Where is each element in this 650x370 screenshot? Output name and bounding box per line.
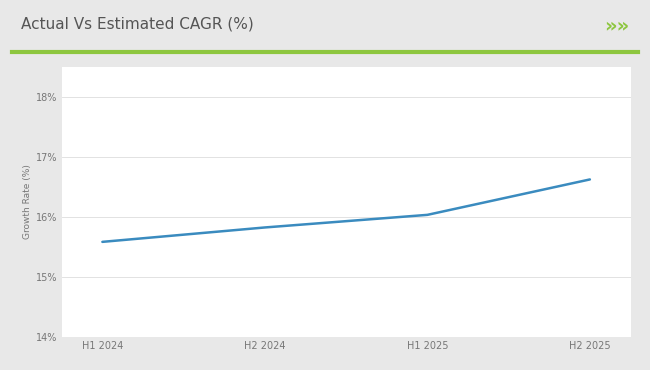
Text: »»: »» <box>604 17 629 36</box>
Text: Actual Vs Estimated CAGR (%): Actual Vs Estimated CAGR (%) <box>21 16 254 31</box>
Y-axis label: Growth Rate (%): Growth Rate (%) <box>23 164 32 239</box>
